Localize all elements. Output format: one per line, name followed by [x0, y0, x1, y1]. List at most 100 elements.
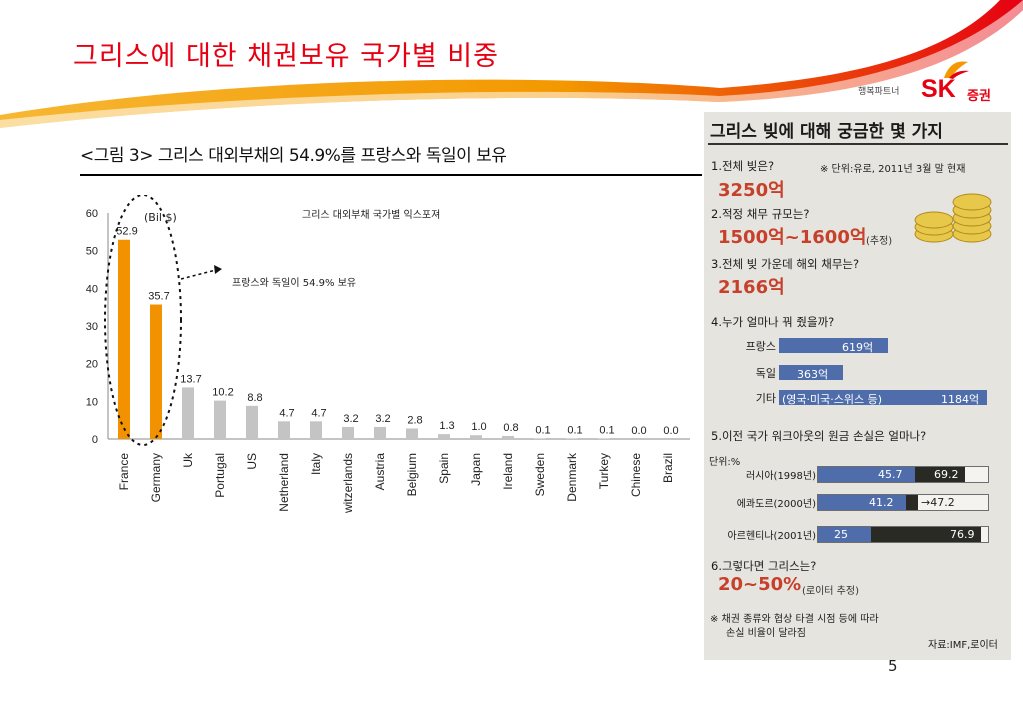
panel-title-rule — [708, 143, 1008, 145]
loss-country-label: 러시아(1998년) — [745, 471, 816, 482]
q5-unit: 단위:% — [709, 457, 741, 468]
bar-value-label: 2.8 — [407, 414, 422, 426]
loss-max-value: 69.2 — [934, 468, 959, 481]
footnote-2: 손실 비율이 달라짐 — [726, 628, 806, 639]
bar-portugal — [214, 400, 226, 439]
panel-title: 그리스 빚에 대해 궁금한 몇 가지 — [710, 122, 943, 142]
bar-us — [246, 405, 258, 439]
q1-note: ※ 단위:유로, 2011년 3월 말 현재 — [820, 164, 966, 175]
page-number: 5 — [888, 657, 898, 675]
loss-max-value: 76.9 — [950, 528, 975, 541]
chart-annotation: 프랑스와 독일이 54.9% 보유 — [232, 277, 356, 289]
x-category-label: Chinese — [629, 453, 643, 497]
footnote-1: ※ 채권 종류와 협상 타결 시점 등에 따라 — [710, 614, 879, 625]
q5-label: 5.이전 국가 워크아웃의 원금 손실은 얼마나? — [711, 429, 927, 443]
q2-note: (추정) — [866, 236, 893, 247]
bar-value-label: 3.2 — [343, 413, 358, 425]
bar-austria — [374, 426, 386, 439]
loss-min-bar — [818, 495, 906, 510]
x-category-label: US — [245, 453, 259, 470]
highlight-ellipse — [104, 195, 182, 446]
bar-value-label: 4.7 — [311, 407, 326, 419]
exposure-bar-chart: 0 10 20 30 40 50 60 52.9 France 35.7 Germany 13.7 Uk… — [86, 195, 690, 514]
x-category-label: witzerlands — [341, 453, 355, 514]
lender-bar — [779, 390, 987, 405]
bar-value-label: 0.1 — [567, 425, 582, 437]
bar-value-label: 0.1 — [535, 425, 550, 437]
bar-witzerlands — [342, 426, 354, 439]
loss-country-label: 에콰도르(2000년) — [736, 499, 816, 510]
y-tick-label: 30 — [86, 321, 98, 333]
x-category-label: Belgium — [405, 453, 419, 496]
chart-title: 그리스 대외부채 국가별 익스포져 — [302, 209, 440, 221]
y-tick-label: 40 — [86, 283, 98, 295]
bar-japan — [470, 435, 482, 439]
x-category-label: Denmark — [565, 452, 579, 502]
bar-value-label: 0.0 — [631, 425, 646, 437]
figure-caption: <그림 3> 그리스 대외부채의 54.9%를 프랑스와 독일이 보유 — [80, 146, 507, 166]
bar-value-label: 13.7 — [180, 373, 201, 385]
bar-value-label: 0.1 — [599, 425, 614, 437]
loss-min-value: 25 — [834, 528, 848, 541]
q4-label: 4.누가 얼마나 꿔 줬을까? — [711, 315, 835, 329]
logo-brand: SK — [921, 75, 956, 103]
caption-rule — [80, 174, 702, 176]
y-tick-label: 20 — [86, 359, 98, 371]
y-tick-label: 60 — [86, 208, 98, 220]
bar-value-label: 1.3 — [439, 420, 454, 432]
q3-answer: 2166억 — [718, 277, 785, 298]
bar-italy — [310, 421, 322, 439]
loss-min-bar — [818, 467, 915, 482]
bar-germany — [150, 304, 162, 439]
x-category-label: Italy — [309, 453, 323, 475]
lender-inner-note: (영국·미국·스위스 등) — [782, 393, 883, 406]
butterfly-icon — [944, 61, 969, 79]
lender-value: 363억 — [797, 368, 829, 381]
lender-label: 독일 — [755, 367, 776, 380]
bar-value-label: 1.0 — [471, 421, 486, 433]
sk-securities-logo: 행복파트너 SK 증권 — [858, 61, 1008, 104]
x-category-label: Austria — [373, 453, 387, 491]
bar-netherland — [278, 421, 290, 439]
annotation-arrow-line — [180, 269, 217, 280]
x-category-label: Germany — [149, 453, 163, 502]
bar-value-label: 52.9 — [116, 226, 137, 238]
bar-value-label: 8.8 — [247, 392, 262, 404]
logo-suffix: 증권 — [967, 89, 991, 104]
q3-label: 3.전체 빚 가운데 해외 채무는? — [711, 257, 860, 271]
y-tick-label: 10 — [86, 396, 98, 408]
loss-max-value: →47.2 — [921, 496, 955, 509]
x-category-label: Turkey — [597, 453, 611, 489]
coins-icon — [914, 193, 992, 243]
bar-value-label: 35.7 — [148, 291, 169, 303]
x-category-label: Ireland — [501, 453, 515, 490]
q1-answer: 3250억 — [718, 180, 785, 201]
lender-label: 기타 — [755, 392, 776, 405]
q2-label: 2.적정 채무 규모는? — [711, 207, 810, 221]
x-category-label: Uk — [181, 452, 195, 468]
lender-value: 1184억 — [941, 393, 980, 406]
bar-value-label: 10.2 — [212, 387, 233, 399]
bar-value-label: 3.2 — [375, 413, 390, 425]
header-swoosh — [0, 0, 1023, 128]
q2-answer: 1500억~1600억 — [718, 227, 867, 248]
x-category-label: Portugal — [213, 453, 227, 498]
loss-min-value: 45.7 — [878, 468, 903, 481]
lender-bar — [779, 338, 888, 353]
bar-ireland — [502, 435, 514, 439]
loss-min-value: 41.2 — [869, 496, 894, 509]
bar-france — [118, 239, 130, 439]
loss-country-label: 아르헨티나(2001년) — [727, 531, 816, 542]
lender-label: 프랑스 — [745, 340, 776, 353]
x-category-label: France — [117, 453, 131, 491]
bar-uk — [182, 387, 194, 439]
x-category-label: Brazil — [661, 453, 675, 483]
q1-label: 1.전체 빚은? — [711, 159, 775, 173]
bar-value-label: 0.0 — [663, 425, 678, 437]
chart-unit-label: (Bil $) — [144, 211, 177, 224]
bar-value-label: 4.7 — [279, 407, 294, 419]
slide-title: 그리스에 대한 채권보유 국가별 비중 — [73, 41, 499, 72]
annotation-arrow-head — [214, 265, 222, 274]
q6-answer: 20~50% — [718, 574, 802, 595]
loss-min-bar — [818, 527, 871, 542]
